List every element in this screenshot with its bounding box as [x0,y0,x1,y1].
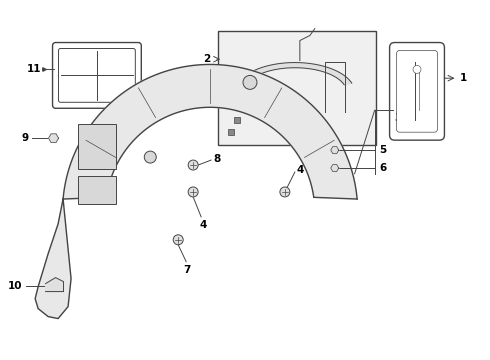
Bar [218,31,376,145]
Polygon shape [46,278,64,292]
Text: 6: 6 [380,163,387,173]
Text: 3: 3 [394,113,402,123]
Text: 11: 11 [27,64,42,75]
Text: 8: 8 [213,154,220,164]
Polygon shape [331,165,339,171]
Polygon shape [49,134,58,143]
Circle shape [243,75,257,89]
Bar [78,176,116,204]
Circle shape [173,235,183,245]
Text: 9: 9 [22,133,28,143]
Bar [78,124,116,169]
Circle shape [188,160,198,170]
Circle shape [413,66,421,73]
Text: 4: 4 [297,165,304,175]
Text: 5: 5 [380,145,387,155]
Text: 10: 10 [8,280,23,291]
Circle shape [188,187,198,197]
Text: 7: 7 [183,265,191,275]
FancyBboxPatch shape [390,42,444,140]
FancyBboxPatch shape [396,50,438,132]
Circle shape [280,187,290,197]
Text: 4: 4 [199,220,207,230]
Polygon shape [331,147,339,154]
Text: 2: 2 [203,54,210,64]
Polygon shape [63,64,357,199]
Polygon shape [235,63,352,97]
FancyBboxPatch shape [58,49,135,102]
FancyBboxPatch shape [52,42,141,108]
Circle shape [144,151,156,163]
Polygon shape [35,199,71,319]
Text: 1: 1 [460,73,466,83]
